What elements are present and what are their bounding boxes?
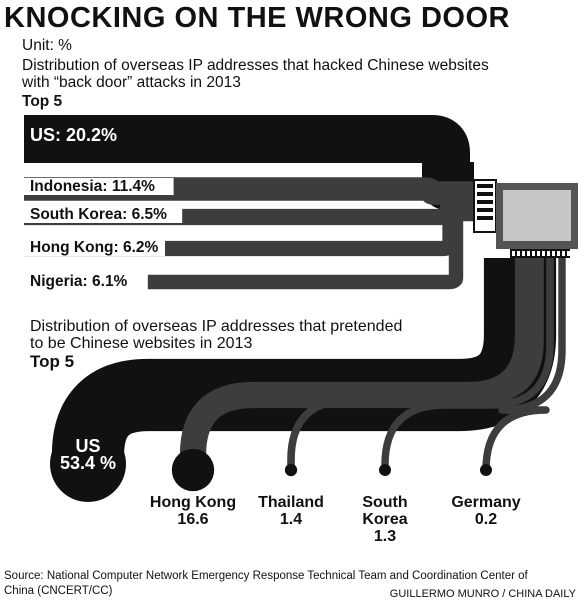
hack-label-band — [24, 206, 183, 223]
page-title: KNOCKING ON THE WRONG DOOR — [4, 2, 510, 34]
fake-chart-title: Distribution of overseas IP addresses th… — [30, 318, 402, 352]
source-note: Source: National Computer Network Emerge… — [4, 569, 528, 599]
hack-label-south-korea: South Korea: 6.5% — [30, 206, 167, 223]
fake-pipe-hong-kong — [179, 258, 542, 470]
fake-chart-subtitle: Top 5 — [30, 352, 75, 371]
fake-pipe-thailand — [287, 258, 544, 470]
hack-chart-title-line2: with “back door” attacks in 2013 — [22, 74, 241, 91]
fake-label-germany: Germany — [451, 494, 520, 511]
hack-pipe-indonesia — [24, 177, 474, 205]
fake-label-south-korea: 1.3 — [374, 528, 396, 545]
fake-label-thailand: Thailand — [258, 494, 324, 511]
fake-bubble-hong-kong — [171, 448, 215, 492]
hack-chart-title-line1: Distribution of overseas IP addresses th… — [22, 57, 489, 74]
hack-pipe-us — [24, 115, 474, 210]
hack-label-us: US: 20.2% — [30, 125, 117, 145]
source-line2: China (CNCERT/CC) — [4, 585, 113, 597]
fake-bubble-thailand — [284, 463, 298, 477]
hack-label-hong-kong: Hong Kong: 6.2% — [30, 239, 159, 256]
fake-label-us: 53.4 % — [60, 453, 116, 473]
fake-label-us: US — [75, 436, 100, 456]
devices — [473, 179, 578, 258]
hack-label-indonesia: Indonesia: 11.4% — [30, 178, 155, 195]
hack-pipes — [24, 115, 474, 290]
fake-pipe-south-korea — [381, 258, 554, 470]
fake-pipe-germany — [482, 258, 566, 471]
fake-site-pipes — [50, 258, 566, 502]
hack-chart-title: Distribution of overseas IP addresses th… — [22, 57, 489, 91]
chart-labels: US: 20.2% Indonesia: 11.4% South Korea: 6.… — [30, 125, 521, 545]
fake-label-thailand: 1.4 — [280, 511, 302, 528]
hack-label-nigeria: Nigeria: 6.1% — [30, 273, 128, 290]
hack-label-band — [24, 239, 165, 256]
credit: GUILLERMO MUNRO / CHINA DAILY — [389, 588, 576, 600]
hack-pipe-nigeria — [24, 206, 474, 290]
fake-chart-title-line2: to be Chinese websites in 2013 — [30, 335, 253, 352]
fake-bubble-germany — [480, 464, 492, 476]
hack-label-band — [24, 273, 148, 290]
unit-label: Unit: % — [22, 37, 72, 54]
hack-chart-subtitle: Top 5 — [22, 93, 63, 110]
fake-label-germany: 0.2 — [475, 511, 497, 528]
fake-label-south-korea: South — [362, 494, 407, 511]
fake-label-south-korea: Korea — [362, 511, 407, 528]
fake-chart-title-line1: Distribution of overseas IP addresses th… — [30, 318, 403, 335]
fake-label-hong-kong: Hong Kong — [150, 494, 236, 511]
source-line1: Source: National Computer Network Emerge… — [4, 570, 528, 582]
hack-label-band — [24, 178, 174, 195]
fake-bubble-south-korea — [379, 464, 391, 476]
fake-bubble-us — [50, 426, 126, 502]
fake-label-hong-kong: 16.6 — [177, 511, 208, 528]
